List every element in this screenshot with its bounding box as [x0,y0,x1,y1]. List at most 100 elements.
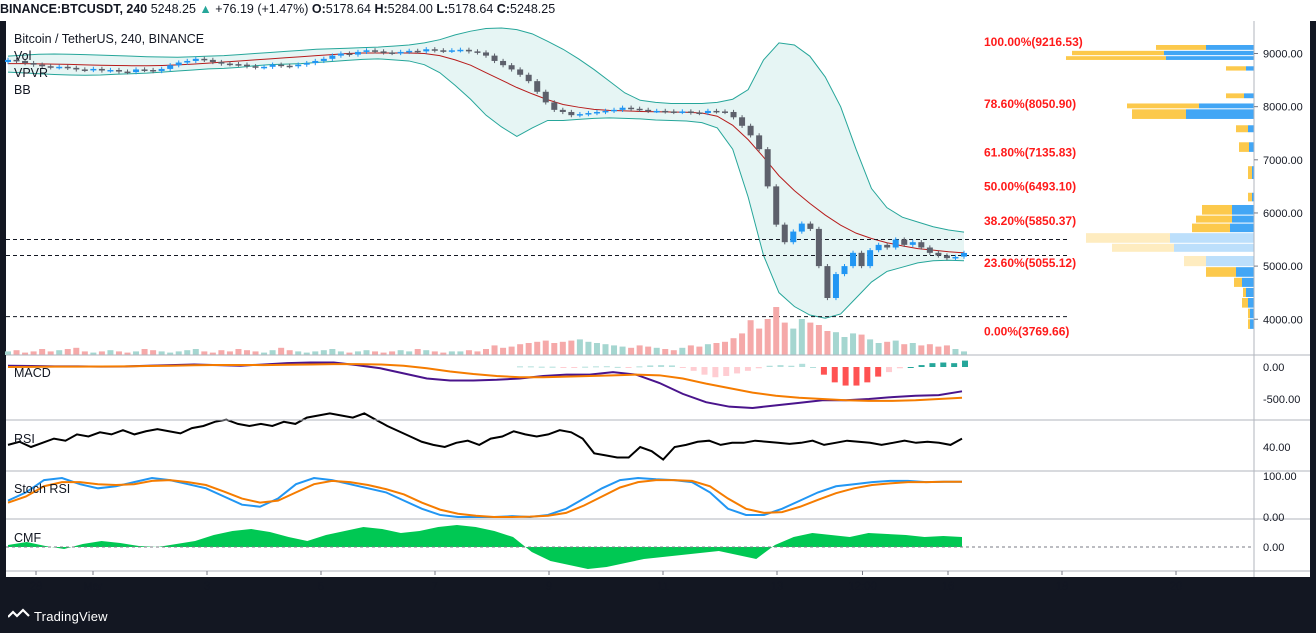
vpvr-down-bar [1066,56,1166,60]
candle-body [337,53,344,56]
time-tick-label: 13 [771,581,784,593]
macd-label[interactable]: MACD [14,366,51,380]
stoch-rsi-label[interactable]: Stoch RSI [14,482,70,496]
volume-bar [739,333,746,355]
vpvr-down-bar [1242,297,1248,308]
stoch-tick-label: 100.00 [1263,471,1297,483]
candle-body [286,65,293,68]
candle-body [687,111,694,113]
volume-bar [730,338,737,355]
last-price: 5248.25 [150,2,196,16]
vpvr-up-bar [1230,223,1254,233]
candle-body [406,50,413,53]
volume-bar [337,351,344,355]
candle-body [790,231,797,243]
candle-body [150,69,157,72]
volume-bar [312,351,319,355]
candle-body [440,50,447,52]
candle-body [756,135,763,150]
vpvr-up-bar [1170,233,1254,243]
volume-bar [807,322,814,355]
symbol-name[interactable]: BINANCE:BTCUSDT, 240 [0,2,148,16]
cmf-label[interactable]: CMF [14,531,41,545]
stoch-rsi-pane[interactable] [7,477,962,519]
time-tick-label: 11 [657,581,669,593]
footer: TradingView [0,598,1316,633]
time-tick-label: 7 [432,581,438,593]
candle-body [5,59,11,63]
macd-histogram-bar [603,366,610,368]
vpvr-up-bar [1248,297,1254,308]
rsi-label[interactable]: RSI [14,432,35,446]
price-tick-label: 6000.00 [1263,208,1303,220]
macd-histogram-bar [625,367,632,368]
candle-body [653,110,660,113]
macd-histogram-bar [842,367,849,386]
volume-bar [687,345,694,355]
macd-histogram-bar [517,366,523,368]
legend-vpvr[interactable]: VPVR [14,66,48,80]
volume-bar [619,346,626,355]
candle-body [517,69,524,75]
time-tick-label: 28 [30,581,43,593]
volume-bar [884,341,891,355]
volume-bar [81,351,88,355]
volume-bar [636,345,643,355]
candle-body [192,58,199,61]
macd-histogram-bar [723,367,730,376]
volume-bar [98,351,105,355]
volume-bar [722,341,728,355]
volume-bar [346,352,353,355]
vpvr-down-bar [1196,215,1232,223]
macd-histogram-bar [875,367,882,377]
candle-body [235,64,242,66]
volume-bar [901,344,908,355]
candle-body [329,55,336,59]
candle-body [824,266,831,298]
brand-name[interactable]: TradingView [34,609,108,624]
macd-histogram-bar [538,366,545,368]
vpvr-down-bar [1086,233,1170,243]
legend-bb[interactable]: BB [14,83,31,97]
candle-body [593,111,600,114]
candle-body [167,65,174,69]
macd-histogram-bar [690,367,697,371]
vpvr-down-bar [1248,308,1250,319]
candle-body [858,252,865,267]
candle-body [841,266,848,275]
macd-histogram-bar [940,362,947,367]
legend-vol[interactable]: Vol [14,49,31,63]
fib-level-label: 78.60%(8050.90) [984,97,1076,111]
cmf-pane[interactable] [6,525,1254,569]
vpvr-up-bar [1242,277,1254,287]
vpvr-down-bar [1234,277,1242,287]
volume-bar [756,328,763,355]
volume-bar [935,346,942,355]
candle-body [303,63,310,65]
volume-bar [457,351,464,355]
volume-bar [158,351,165,355]
candle-body [542,91,549,103]
bb-fill [8,27,964,319]
volume-bar [508,346,515,355]
candle-body [747,125,754,136]
volume-bar [261,352,268,355]
volume-bar [918,345,925,355]
vpvr-up-bar [1246,66,1254,71]
price-pane[interactable]: 100.00%(9216.53) 78.60%(8050.90) 61.80%(71… [5,27,1254,355]
volume-bar [500,347,507,355]
macd-histogram-bar [744,367,751,371]
vpvr-up-bar [1236,267,1254,277]
volume-bar [22,352,29,355]
macd-pane[interactable] [7,360,968,409]
volume-bar [141,349,148,355]
volume-bar [90,352,97,355]
vpvr-down-bar [1248,166,1252,180]
candle-body [551,102,558,110]
chart-canvas[interactable]: 100.00%(9216.53) 78.60%(8050.90) 61.80%(71… [0,21,1316,598]
volume-bar [465,350,472,355]
volume-bar [483,349,489,355]
candle-body [209,59,216,63]
rsi-pane[interactable] [7,412,963,461]
candle-body [363,50,370,52]
